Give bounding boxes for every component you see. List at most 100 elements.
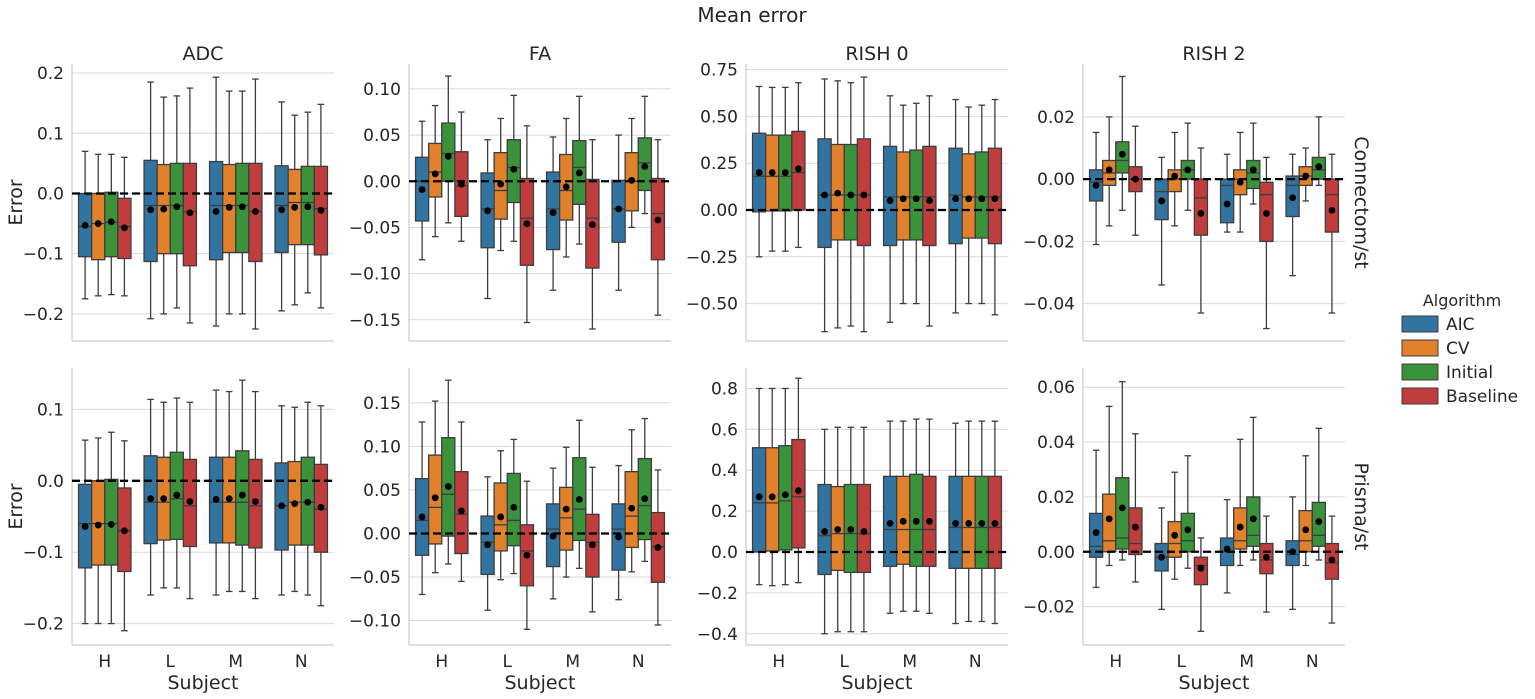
legend-title: Algorithm [1423, 291, 1501, 310]
y-tick-label: 0.0 [37, 184, 64, 204]
y-tick-label: 0.00 [1037, 543, 1075, 563]
mean-marker [431, 494, 439, 502]
y-tick-label: −0.25 [686, 248, 738, 268]
mean-marker [821, 528, 828, 535]
mean-marker [899, 195, 907, 203]
box-M-initial [909, 102, 924, 305]
y-tick-label: 0.10 [363, 80, 401, 100]
mean-marker [641, 495, 649, 503]
x-axis-label: Subject [167, 672, 238, 694]
mean-marker [1263, 209, 1270, 217]
mean-marker [628, 504, 636, 512]
box-M-cv [1233, 131, 1248, 233]
mean-marker [278, 502, 285, 510]
box-H-initial [441, 379, 456, 565]
y-tick-label: 0.1 [37, 400, 64, 420]
y-tick-label: 0.05 [363, 126, 401, 146]
box-H-baseline [791, 377, 806, 584]
mean-marker [238, 491, 246, 499]
box-L-baseline [856, 426, 872, 633]
mean-marker [1223, 200, 1231, 208]
y-tick-label: 0.2 [711, 502, 738, 522]
box-L-cv [156, 401, 171, 589]
mean-marker [304, 498, 312, 506]
mean-marker [886, 197, 894, 205]
y-tick-label: 0.1 [37, 124, 64, 144]
mean-marker [781, 491, 789, 499]
legend-label-cv: CV [1446, 339, 1470, 359]
box-N-cv [961, 106, 976, 305]
panel-adc-prisma: −0.2 −0.1 0.0 0.1 H L M N Subject Error [5, 368, 334, 694]
mean-marker [847, 526, 855, 533]
legend: Algorithm AIC CV Initial Baseline [1401, 291, 1518, 407]
box-H-initial [1115, 75, 1130, 211]
box-N-aic [948, 422, 963, 625]
box-L-aic [143, 81, 158, 320]
mean-marker [1132, 523, 1139, 531]
legend-swatch-initial [1401, 363, 1439, 381]
box-N-cv [1298, 455, 1313, 567]
box-M-baseline [248, 78, 263, 330]
y-tick-label: −0.2 [23, 305, 64, 325]
x-axis-label: Subject [504, 672, 575, 694]
mean-marker [1289, 194, 1296, 202]
mean-marker [860, 528, 868, 535]
y-tick-label: 0.25 [700, 154, 738, 174]
mean-marker [147, 495, 155, 503]
row-label: Prisma/st [1350, 462, 1372, 550]
box-L-cv [156, 96, 171, 315]
box-iqr [1246, 159, 1261, 190]
box-L-aic [1154, 507, 1169, 610]
box-M-cv [1233, 438, 1248, 567]
box-N-aic [1285, 153, 1300, 277]
x-tick-label: L [1177, 652, 1187, 672]
y-tick-label: 0.50 [700, 107, 738, 127]
mean-marker [795, 487, 802, 495]
mean-marker [978, 519, 986, 527]
box-M-aic [208, 389, 224, 596]
box-M-initial [235, 90, 250, 315]
y-tick-label: 0.0 [711, 543, 738, 563]
box-iqr [1193, 178, 1209, 236]
facet-grid: −0.2 −0.1 0.0 0.1 0.2 ADC Error −0.15 −0.10 −0.05… [5, 43, 1372, 694]
mean-marker [847, 191, 855, 199]
box-H-cv [765, 387, 780, 587]
y-axis-label: Error [5, 179, 27, 226]
x-tick-label: N [295, 652, 308, 672]
mean-marker [1236, 523, 1244, 531]
mean-marker [1263, 553, 1270, 561]
y-tick-label: 0.06 [1037, 378, 1075, 398]
box-H-baseline [791, 82, 806, 249]
mean-marker [1315, 518, 1323, 525]
mean-marker [252, 498, 259, 505]
legend-swatch-cv [1401, 339, 1439, 357]
mean-marker [834, 526, 842, 533]
panel-rish-2-connectom: −0.04 −0.02 0.00 0.02 RISH 2 Connectom/st [1023, 43, 1372, 342]
mean-marker [238, 203, 246, 211]
y-tick-label: −0.05 [349, 218, 401, 238]
box-H-baseline [117, 440, 132, 632]
box-M-cv [559, 446, 574, 578]
box-H-baseline [117, 156, 132, 297]
panel-rish-0-prisma: −0.4 −0.2 0.0 0.2 0.4 0.6 0.8 H L M N Subject [697, 368, 1008, 694]
mean-marker [589, 221, 596, 229]
mean-marker [768, 493, 776, 501]
y-tick-label: 0.15 [363, 394, 401, 414]
box-L-aic [1154, 156, 1169, 286]
mean-marker [615, 205, 622, 213]
mean-marker [978, 195, 986, 203]
mean-marker [212, 495, 220, 503]
mean-marker [1118, 504, 1126, 512]
row-label: Connectom/st [1350, 136, 1372, 268]
mean-marker [317, 503, 325, 511]
panel-rish-2-prisma: −0.02 0.00 0.02 0.04 0.06 H L M N Subject Prisma/s… [1023, 368, 1372, 694]
y-tick-label: 0.00 [1037, 170, 1075, 190]
y-tick-label: −0.50 [686, 295, 738, 315]
x-tick-label: H [98, 652, 111, 672]
mean-marker [1171, 172, 1179, 180]
mean-marker [444, 152, 452, 160]
mean-marker [755, 169, 763, 176]
box-L-baseline [856, 76, 872, 333]
box-H-initial [104, 431, 119, 625]
mean-marker [510, 503, 518, 511]
